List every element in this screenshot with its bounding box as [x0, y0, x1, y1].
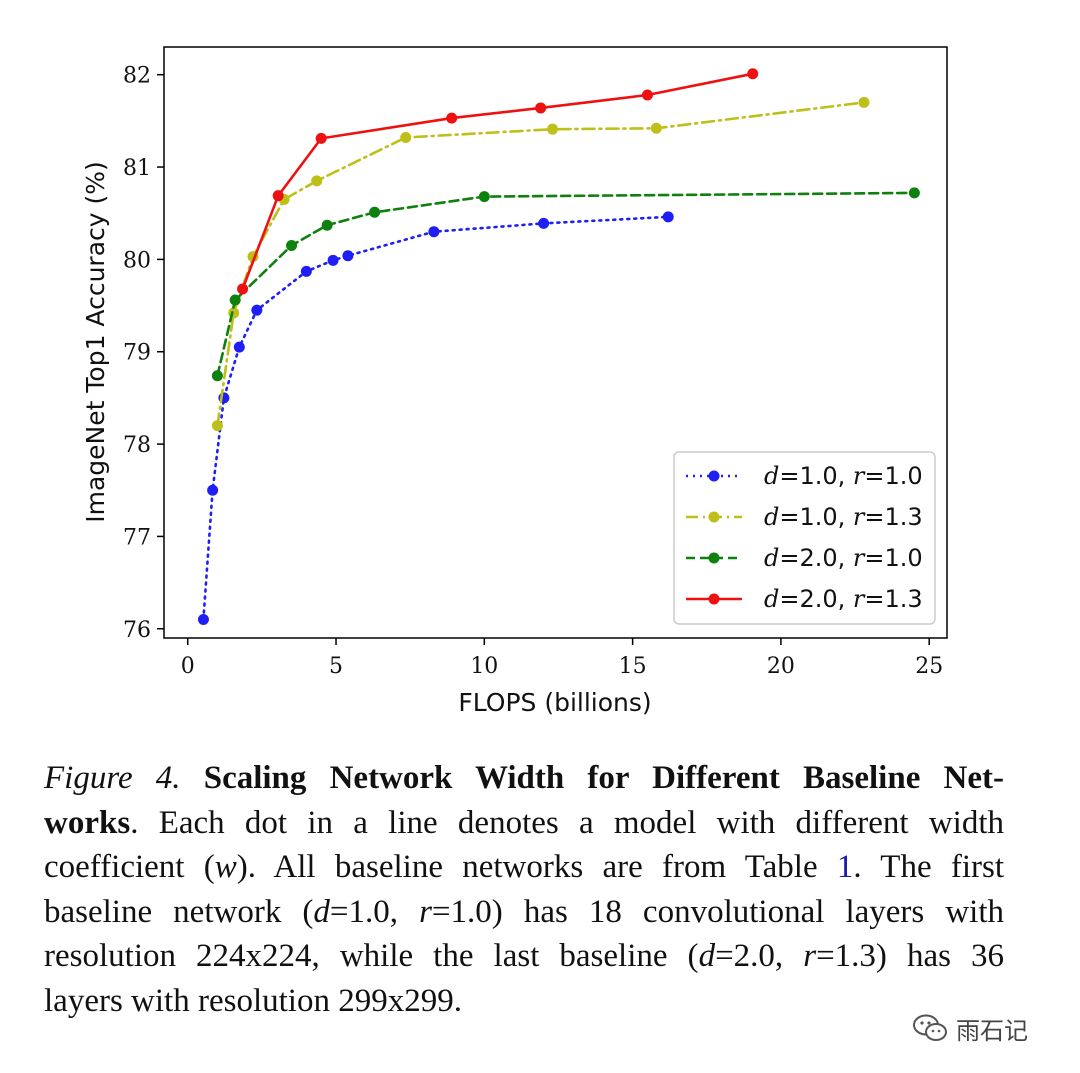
series-3-point: [229, 294, 241, 306]
series-2-point: [228, 307, 240, 319]
watermark-text: 雨石记: [956, 1016, 1028, 1045]
caption-title-part2: works: [44, 804, 131, 841]
legend: d=1.0, r=1.0 d=1.0, r=1.3 d=2.0, r=1.0 d=2.…: [673, 451, 936, 625]
y-tick-label: 80: [123, 248, 151, 273]
chart: 0 5 10 15 20 25 76 77 78 79 80 81 82 FLOPS (billions…: [81, 46, 948, 717]
series-1-point: [233, 341, 245, 353]
figure-caption: Figure 4. Scaling Network Width for Diff…: [44, 756, 1004, 1023]
series-4-point: [315, 132, 327, 144]
y-tick-label: 76: [123, 618, 151, 643]
caption-var-w: w: [214, 849, 237, 885]
y-tick-label: 78: [123, 433, 151, 458]
x-axis-label: FLOPS (billions): [458, 688, 651, 717]
plot-frame: [163, 46, 948, 639]
caption-line-3: coefficient (w). All baseline networks a…: [44, 845, 1004, 890]
series-2-point: [547, 123, 559, 135]
caption-text: . The first: [853, 849, 1005, 885]
series-3-point: [478, 191, 490, 203]
series-1-point: [300, 265, 312, 277]
series-1-point: [538, 217, 550, 229]
legend-marker-3: [708, 552, 720, 564]
legend-label-1: d=1.0, r=1.0: [764, 462, 923, 490]
caption-line-2: works. Each dot in a line denotes a mode…: [44, 801, 1004, 846]
caption-var-d: d: [698, 938, 716, 974]
legend-marker-4: [708, 593, 720, 605]
series-4-point: [446, 112, 458, 124]
caption-var-r: r: [803, 938, 817, 974]
series-line-3: [216, 191, 916, 378]
y-axis-label: ImageNet Top1 Accuracy (%): [81, 161, 110, 523]
series-3-point: [321, 219, 333, 231]
series-layer: [197, 68, 920, 626]
caption-var-d: d: [313, 893, 330, 930]
ticks-layer: 0 5 10 15 20 25 76 77 78 79 80 81 82: [123, 64, 943, 679]
legend-label-4: d=2.0, r=1.3: [764, 585, 923, 613]
legend-marker-1: [708, 470, 720, 482]
series-2-point: [211, 420, 223, 432]
caption-text: baseline network (: [44, 893, 314, 930]
caption-text: =1.0,: [329, 893, 420, 930]
series-3-point: [211, 370, 223, 382]
series-2-point: [650, 122, 662, 134]
caption-text: =1.3) has 36: [816, 938, 1004, 974]
y-tick-label: 79: [123, 341, 151, 366]
x-tick-label: 15: [619, 654, 647, 679]
series-3-point: [908, 187, 920, 199]
caption-line-1: Figure 4. Scaling Network Width for Diff…: [44, 756, 1004, 801]
series-4-point: [747, 68, 759, 80]
series-line-2: [216, 101, 866, 427]
x-tick-label: 10: [470, 654, 498, 679]
caption-line-5: resolution 224x224, while the last basel…: [44, 934, 1004, 979]
series-1-point: [251, 304, 263, 316]
caption-text: resolution 224x224, while the last basel…: [44, 938, 699, 974]
caption-line-6: layers with resolution 299x299.: [44, 979, 1004, 1024]
series-2-point: [400, 131, 412, 143]
table-reference-link[interactable]: 1: [836, 849, 854, 885]
series-4-point: [237, 283, 249, 295]
y-tick-label: 82: [123, 64, 151, 89]
caption-title-part1: Scaling Network Width for Different Base…: [203, 760, 1004, 796]
watermark: 雨石记: [912, 1008, 1028, 1048]
caption-line-2-text: . Each dot in a line denotes a model wit…: [130, 804, 1004, 841]
caption-var-r: r: [419, 893, 432, 930]
wechat-icon: [913, 1014, 947, 1041]
legend-box: [673, 451, 936, 625]
caption-text: layers with resolution 299x299.: [44, 982, 462, 1019]
x-tick-label: 25: [915, 654, 943, 679]
y-tick-label: 81: [123, 156, 151, 181]
series-4-point: [535, 102, 547, 114]
x-tick-label: 20: [767, 654, 795, 679]
caption-text: =2.0,: [715, 938, 804, 974]
legend-label-3: d=2.0, r=1.0: [764, 544, 923, 572]
y-tick-label: 77: [123, 525, 151, 550]
caption-line-4: baseline network (d=1.0, r=1.0) has 18 c…: [44, 890, 1004, 935]
series-2-point: [311, 175, 323, 187]
series-1-point: [197, 614, 209, 626]
x-tick-label: 5: [329, 654, 343, 679]
series-4-point: [641, 89, 653, 101]
series-3-point: [369, 206, 381, 218]
caption-text: =1.0) has 18 convolutional layers with: [431, 893, 1004, 930]
legend-label-2: d=1.0, r=1.3: [764, 503, 923, 531]
series-line-1: [202, 215, 670, 621]
series-1-point: [342, 250, 354, 262]
series-3-point: [286, 240, 298, 252]
series-1-point: [662, 211, 674, 223]
caption-text: ). All baseline networks are from Table: [236, 849, 837, 885]
series-1-point: [428, 226, 440, 238]
caption-text: coefficient (: [44, 849, 215, 885]
series-4-point: [272, 190, 284, 202]
legend-marker-2: [708, 511, 720, 523]
series-1-point: [207, 484, 219, 496]
series-2-point: [858, 96, 870, 108]
x-tick-label: 0: [181, 654, 195, 679]
series-1-point: [327, 254, 339, 266]
figure-label: Figure 4.: [44, 760, 181, 796]
